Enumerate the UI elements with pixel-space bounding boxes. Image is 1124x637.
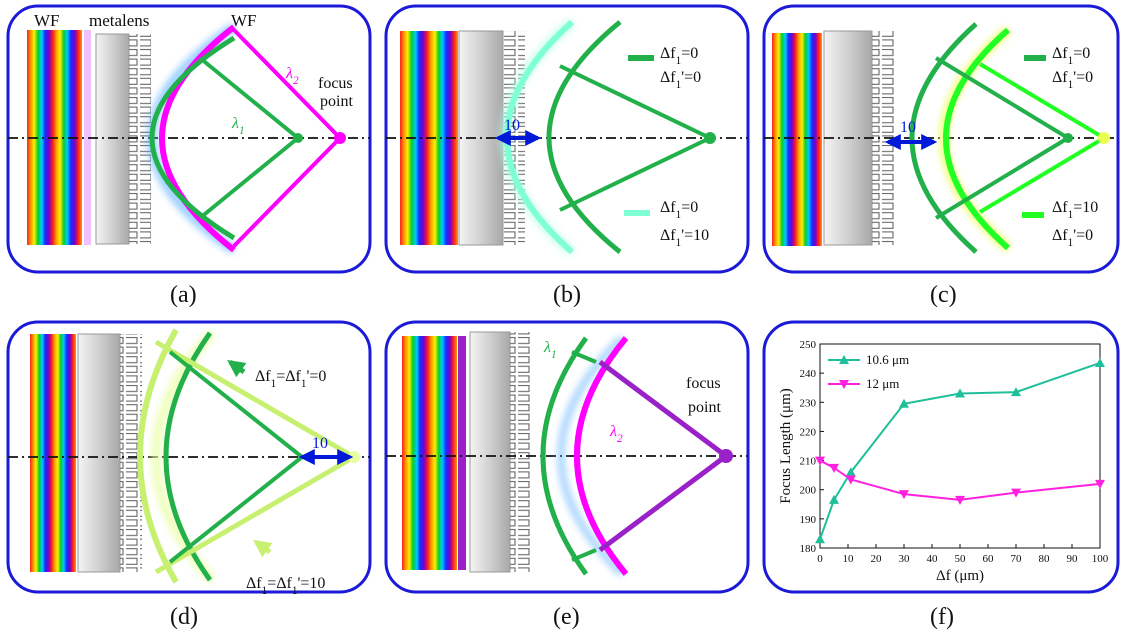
- x-tick-label: 80: [1039, 553, 1051, 565]
- x-tick-label: 70: [1011, 553, 1023, 565]
- metalens-substrate: [96, 34, 129, 244]
- wavefront-gradient: [30, 334, 76, 572]
- panel-c: 10 Δf1=0 Δf1'=0 Δf1=10 Δf1'=0 (c): [764, 6, 1118, 308]
- y-tick-label: 240: [800, 368, 817, 380]
- x-tick-label: 0: [817, 553, 823, 565]
- x-tick-label: 10: [843, 553, 855, 565]
- metalens-substrate: [78, 334, 120, 572]
- focus-label-1: focus: [686, 375, 721, 392]
- wavefront-gradient: [772, 33, 822, 246]
- y-tick-label: 190: [800, 514, 817, 526]
- caption-a: (a): [170, 282, 197, 308]
- legend-bot: Δf1=Δf1'=10: [246, 575, 325, 597]
- caption-b: (b): [553, 282, 581, 308]
- y-tick-label: 210: [800, 456, 817, 468]
- wf-right-label: WF: [231, 11, 257, 30]
- y-tick-label: 250: [800, 339, 817, 351]
- caption-c: (c): [930, 282, 957, 308]
- wavefront-gradient: [402, 336, 457, 570]
- focus-green: [293, 133, 303, 143]
- wf-left-label: WF: [34, 11, 60, 30]
- focus-lime: [1098, 132, 1110, 144]
- y-tick-label: 230: [800, 397, 817, 409]
- x-tick-label: 60: [983, 553, 995, 565]
- purple-filter: [458, 336, 466, 570]
- legend-label-1: 12 μm: [866, 376, 899, 391]
- metalens-substrate: [470, 332, 510, 572]
- panel-d: 10 Δf1=Δf1'=0 Δf1=Δf1'=10 (d): [8, 322, 370, 630]
- y-tick-label: 220: [800, 426, 817, 438]
- x-tick-label: 20: [871, 553, 883, 565]
- panel-f: 0 10 20 30 40 50 60 70 80 90 100 180 190 200 210 220 230…: [764, 322, 1118, 630]
- y-axis-label: Focus Length (μm): [778, 388, 794, 504]
- focus-label-2: point: [320, 93, 353, 110]
- legend-label-0: 10.6 μm: [866, 352, 909, 367]
- metalens-pillars: [510, 332, 532, 572]
- focus-magenta: [334, 132, 346, 144]
- panel-a: WF metalens WF λ2 λ1 focus point (a): [8, 6, 370, 308]
- panel-b: 10 Δf1=0 Δf1'=0 Δf1=0 Δf1'=10 (b): [386, 6, 748, 308]
- caption-e: (e): [553, 604, 580, 630]
- x-tick-label: 40: [927, 553, 939, 565]
- shift-label: 10: [312, 435, 328, 452]
- y-tick-label: 200: [800, 485, 817, 497]
- shift-label: 10: [900, 119, 916, 136]
- focus-point: [719, 449, 733, 463]
- focus-label-2: point: [688, 399, 721, 416]
- x-tick-label: 50: [955, 553, 967, 565]
- caption-f: (f): [930, 604, 954, 630]
- x-axis-label: Δf (μm): [936, 568, 984, 584]
- metalens-label: metalens: [89, 11, 149, 30]
- x-tick-label: 90: [1067, 553, 1079, 565]
- caption-d: (d): [170, 604, 198, 630]
- focus-green: [1063, 133, 1073, 143]
- x-tick-label: 30: [899, 553, 911, 565]
- panel-e: λ1 λ2 focus point (e): [386, 322, 748, 630]
- x-tick-label: 100: [1092, 553, 1109, 565]
- focus-point: [704, 132, 716, 144]
- y-tick-label: 180: [800, 543, 817, 555]
- shift-label: 10: [504, 117, 520, 134]
- focus-label-1: focus: [318, 75, 353, 92]
